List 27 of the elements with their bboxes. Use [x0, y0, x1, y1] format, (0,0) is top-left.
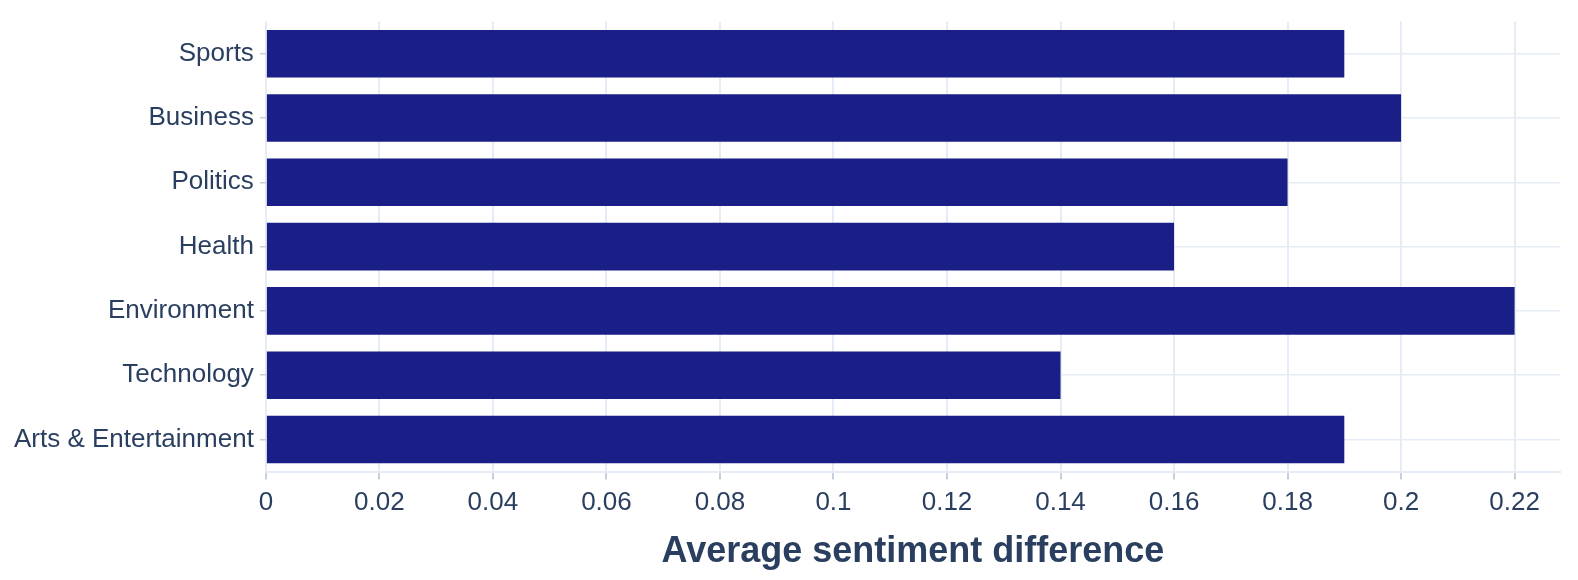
y-tick-label: Sports: [178, 36, 254, 67]
x-axis-title: Average sentiment difference: [661, 529, 1165, 571]
bar: [266, 351, 1061, 399]
x-tick-label: 0.06: [581, 486, 632, 517]
x-tick-label: 0.2: [1382, 486, 1420, 517]
x-tick-label: 0.14: [1035, 486, 1086, 517]
bar: [266, 287, 1515, 335]
x-tick-label: 0.16: [1148, 486, 1200, 517]
x-tick-label: 0.08: [694, 486, 746, 517]
x-tick-label: 0.12: [921, 486, 973, 517]
y-tick-label: Business: [148, 101, 254, 132]
x-tick-label: 0: [258, 486, 274, 517]
y-tick-label: Technology: [122, 358, 254, 389]
x-tick-label: 0.18: [1262, 486, 1313, 517]
x-tick-label: 0.04: [467, 486, 519, 517]
y-tick-label: Health: [178, 229, 254, 260]
bar: [266, 94, 1402, 142]
y-tick-label: Politics: [171, 165, 254, 196]
x-tick-label: 0.22: [1489, 486, 1540, 517]
bar: [266, 415, 1345, 464]
y-tick-label: Environment: [107, 294, 255, 325]
bar: [266, 158, 1288, 207]
bar: [266, 222, 1175, 271]
x-tick-label: 0.02: [354, 486, 405, 517]
x-tick-label: 0.1: [815, 486, 852, 517]
y-tick-label: Arts & Entertainment: [13, 422, 255, 453]
bar: [266, 29, 1345, 78]
